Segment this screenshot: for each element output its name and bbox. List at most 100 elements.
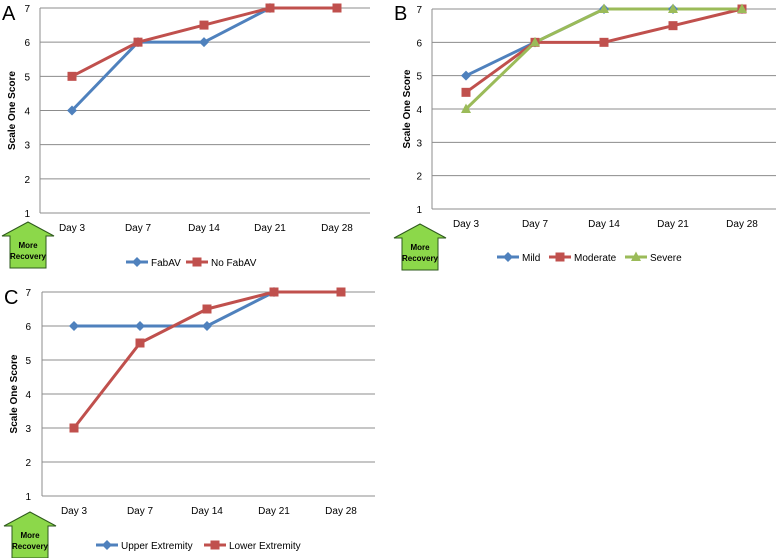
series-line-fabav <box>70 6 271 112</box>
data-point-upper-extremity <box>135 321 145 331</box>
y-tick-label: 5 <box>24 72 30 83</box>
data-point-no-fabav <box>265 3 275 13</box>
x-tick-label: Day 14 <box>588 219 620 230</box>
data-point-severe <box>668 3 678 13</box>
data-point-moderate <box>668 21 678 31</box>
legend-label: FabAV <box>151 258 181 269</box>
x-tick-label: Day 14 <box>191 506 223 517</box>
legend-label: Moderate <box>574 253 617 264</box>
y-tick-label: 6 <box>416 38 422 49</box>
x-tick-label: Day 7 <box>125 223 152 234</box>
data-point-moderate <box>599 37 609 47</box>
y-tick-label: 7 <box>25 288 31 299</box>
data-point-moderate <box>461 87 471 97</box>
panel-letter: B <box>394 3 407 25</box>
series-line-severe <box>464 7 742 111</box>
data-point-fabav <box>199 37 209 48</box>
y-tick-label: 7 <box>24 4 30 15</box>
data-point-no-fabav <box>67 71 77 81</box>
more-recovery-arrow-icon <box>1 221 55 269</box>
x-tick-label: Day 7 <box>522 219 549 230</box>
data-point-upper-extremity <box>202 321 212 331</box>
legend-label: Severe <box>650 253 682 264</box>
data-point-lower-extremity <box>336 287 346 297</box>
legend-label: Lower Extremity <box>229 541 301 552</box>
legend-item: Lower Extremity <box>204 540 301 552</box>
chart-panel-b: B 1 2 3 4 5 6 7 Day 3 Day 7 Day 14 Day 21 Day 28 Scal… <box>393 3 776 271</box>
more-recovery-label-line1: More <box>20 531 40 540</box>
y-axis-label: Scale One Score <box>7 71 18 150</box>
data-point-upper-extremity <box>69 321 79 331</box>
series-line-upper-extremity <box>74 290 275 328</box>
data-point-no-fabav <box>199 20 209 30</box>
more-recovery-arrow-icon <box>393 223 447 271</box>
x-tick-label: Day 28 <box>325 506 357 517</box>
legend-marker <box>102 540 112 550</box>
y-tick-label: 2 <box>25 458 31 469</box>
y-tick-label: 1 <box>25 492 31 503</box>
more-recovery-label-line2: Recovery <box>10 252 47 261</box>
legend-marker <box>555 252 565 262</box>
x-tick-label: Day 28 <box>321 223 353 234</box>
data-point-severe <box>599 3 609 13</box>
x-tick-label: Day 21 <box>258 506 290 517</box>
x-tick-label: Day 14 <box>188 223 220 234</box>
more-recovery-label-line1: More <box>410 243 430 252</box>
y-tick-label: 7 <box>416 5 422 16</box>
data-point-lower-extremity <box>135 338 145 348</box>
chart-panel-a: A 1 2 3 4 5 6 7 Day 3 Day 7 Day 14 Day 21 Day 28 Scal… <box>1 3 370 269</box>
x-tick-label: Day 7 <box>127 506 154 517</box>
chart-panel-c: C 1 2 3 4 5 6 7 Day 3 Day 7 Day 14 Day 21 Day 28 Scal… <box>3 287 375 558</box>
data-point-lower-extremity <box>69 423 79 433</box>
y-tick-label: 1 <box>416 205 422 216</box>
y-tick-label: 5 <box>25 356 31 367</box>
x-tick-label: Day 3 <box>61 506 88 517</box>
legend-item: FabAV <box>126 257 181 269</box>
y-tick-label: 3 <box>416 138 422 149</box>
panel-letter: C <box>4 287 18 309</box>
legend-marker <box>503 252 513 262</box>
y-tick-label: 1 <box>24 209 30 220</box>
more-recovery-label-line2: Recovery <box>12 542 49 551</box>
y-tick-label: 6 <box>25 322 31 333</box>
y-tick-label: 4 <box>416 105 422 116</box>
data-point-mild <box>461 70 471 81</box>
legend-item: No FabAV <box>186 257 257 269</box>
y-tick-label: 2 <box>416 172 422 183</box>
y-axis-label: Scale One Score <box>9 354 20 433</box>
legend-item: Moderate <box>549 252 617 264</box>
x-tick-label: Day 28 <box>726 219 758 230</box>
x-tick-label: Day 3 <box>453 219 480 230</box>
y-tick-label: 5 <box>416 72 422 83</box>
data-point-no-fabav <box>133 37 143 47</box>
more-recovery-arrow-icon <box>3 511 57 558</box>
x-tick-label: Day 3 <box>59 223 86 234</box>
legend-item: Severe <box>625 251 682 264</box>
more-recovery-label-line2: Recovery <box>402 254 439 263</box>
y-tick-label: 3 <box>25 424 31 435</box>
more-recovery-label-line1: More <box>18 241 38 250</box>
y-axis-label: Scale One Score <box>402 69 413 148</box>
panel-letter: A <box>2 3 16 25</box>
data-point-severe <box>530 36 540 47</box>
legend-marker <box>210 540 220 550</box>
data-point-lower-extremity <box>202 304 212 314</box>
legend-item: Upper Extremity <box>96 540 193 552</box>
y-tick-label: 6 <box>24 38 30 49</box>
x-tick-label: Day 21 <box>254 223 286 234</box>
y-tick-label: 2 <box>24 175 30 186</box>
legend-label: Mild <box>522 253 540 264</box>
legend-marker <box>192 257 202 267</box>
y-tick-label: 4 <box>25 390 31 401</box>
legend-item: Mild <box>497 252 540 264</box>
data-point-severe <box>461 103 471 113</box>
legend-marker <box>132 257 142 267</box>
legend-label: No FabAV <box>211 258 257 269</box>
y-tick-label: 3 <box>24 141 30 152</box>
data-point-fabav <box>67 105 77 116</box>
data-point-severe <box>737 3 747 13</box>
legend-label: Upper Extremity <box>121 541 193 552</box>
x-tick-label: Day 21 <box>657 219 689 230</box>
series-line-moderate <box>465 7 743 94</box>
